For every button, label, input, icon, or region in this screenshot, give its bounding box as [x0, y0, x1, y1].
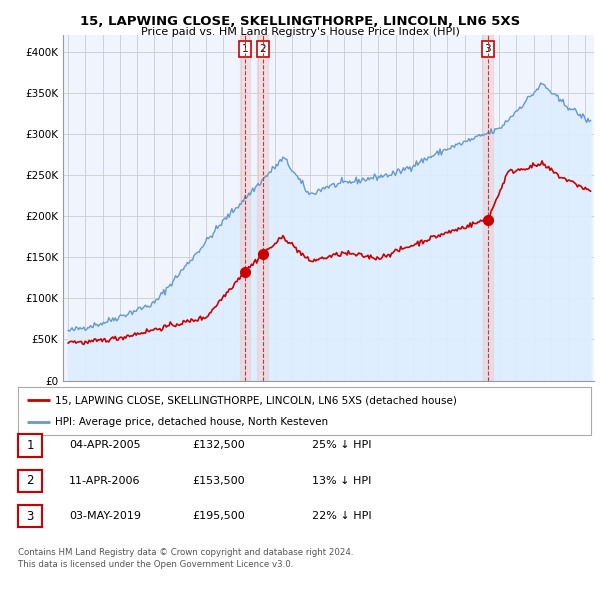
Text: 11-APR-2006: 11-APR-2006 — [69, 476, 140, 486]
Bar — [240, 35, 250, 381]
Bar — [257, 35, 268, 381]
Text: 25% ↓ HPI: 25% ↓ HPI — [312, 441, 371, 450]
Text: 2: 2 — [26, 474, 34, 487]
Text: 04-APR-2005: 04-APR-2005 — [69, 441, 140, 450]
Text: 3: 3 — [484, 44, 491, 54]
Text: 03-MAY-2019: 03-MAY-2019 — [69, 512, 141, 521]
Text: 22% ↓ HPI: 22% ↓ HPI — [312, 512, 371, 521]
Text: 1: 1 — [26, 439, 34, 452]
Text: 13% ↓ HPI: 13% ↓ HPI — [312, 476, 371, 486]
Text: This data is licensed under the Open Government Licence v3.0.: This data is licensed under the Open Gov… — [18, 560, 293, 569]
Text: 15, LAPWING CLOSE, SKELLINGTHORPE, LINCOLN, LN6 5XS (detached house): 15, LAPWING CLOSE, SKELLINGTHORPE, LINCO… — [55, 395, 457, 405]
Text: £132,500: £132,500 — [192, 441, 245, 450]
Text: 1: 1 — [242, 44, 248, 54]
Text: Contains HM Land Registry data © Crown copyright and database right 2024.: Contains HM Land Registry data © Crown c… — [18, 548, 353, 557]
Text: 15, LAPWING CLOSE, SKELLINGTHORPE, LINCOLN, LN6 5XS: 15, LAPWING CLOSE, SKELLINGTHORPE, LINCO… — [80, 15, 520, 28]
Text: HPI: Average price, detached house, North Kesteven: HPI: Average price, detached house, Nort… — [55, 417, 328, 427]
Text: £195,500: £195,500 — [192, 512, 245, 521]
Text: 2: 2 — [259, 44, 266, 54]
Bar — [482, 35, 493, 381]
Text: £153,500: £153,500 — [192, 476, 245, 486]
Text: Price paid vs. HM Land Registry's House Price Index (HPI): Price paid vs. HM Land Registry's House … — [140, 27, 460, 37]
Text: 3: 3 — [26, 510, 34, 523]
